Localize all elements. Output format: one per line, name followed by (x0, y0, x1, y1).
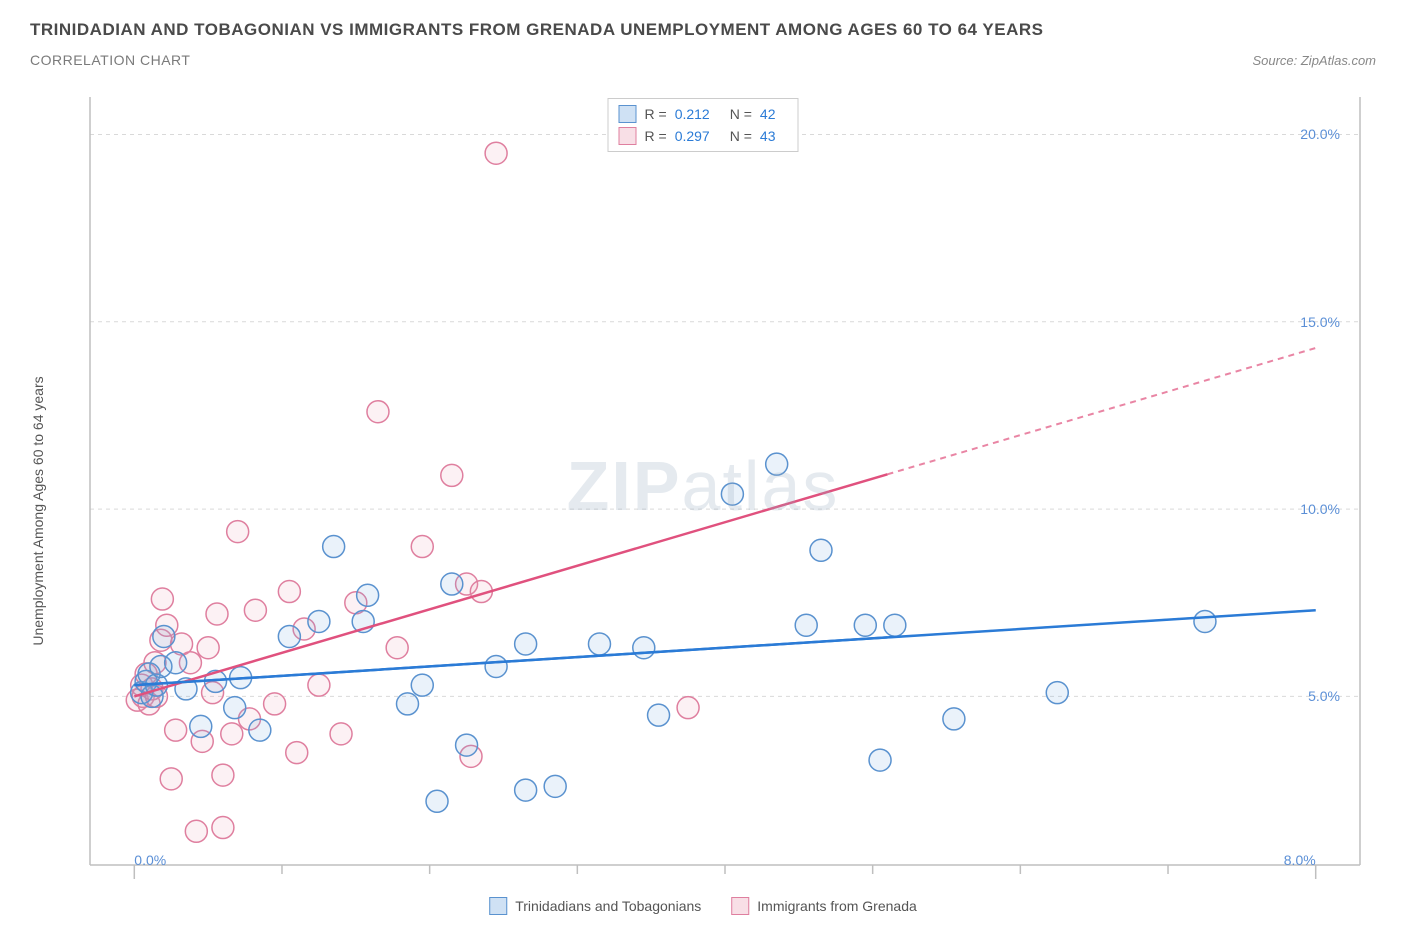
legend-item-series-0: Trinidadians and Tobagonians (489, 897, 701, 915)
y-tick-label: 5.0% (1308, 688, 1340, 704)
n-value-0: 42 (760, 106, 776, 122)
chart-subtitle: CORRELATION CHART (30, 52, 190, 68)
series-1-name: Immigrants from Grenada (757, 898, 917, 914)
swatch-series-1 (619, 127, 637, 145)
swatch-series-0 (619, 105, 637, 123)
legend-row-series-0: R = 0.212 N = 42 (619, 103, 788, 125)
x-tick-label: 0.0% (134, 852, 166, 868)
y-tick-label: 15.0% (1300, 314, 1340, 330)
y-tick-label: 10.0% (1300, 501, 1340, 517)
correlation-legend: R = 0.212 N = 42 R = 0.297 N = 43 (608, 98, 799, 152)
legend-row-series-1: R = 0.297 N = 43 (619, 125, 788, 147)
x-tick-label: 8.0% (1284, 852, 1316, 868)
title-block: TRINIDADIAN AND TOBAGONIAN VS IMMIGRANTS… (0, 0, 1406, 78)
n-label: N = (730, 128, 752, 144)
swatch-series-1 (731, 897, 749, 915)
swatch-series-0 (489, 897, 507, 915)
source-attribution: Source: ZipAtlas.com (1252, 53, 1376, 68)
n-label: N = (730, 106, 752, 122)
series-0-name: Trinidadians and Tobagonians (515, 898, 701, 914)
scatter-chart (30, 95, 1376, 910)
legend-item-series-1: Immigrants from Grenada (731, 897, 917, 915)
r-label: R = (645, 106, 667, 122)
subtitle-row: CORRELATION CHART Source: ZipAtlas.com (30, 52, 1376, 68)
y-tick-label: 20.0% (1300, 126, 1340, 142)
chart-title: TRINIDADIAN AND TOBAGONIAN VS IMMIGRANTS… (30, 20, 1376, 40)
r-value-0: 0.212 (675, 106, 710, 122)
y-axis-label: Unemployment Among Ages 60 to 64 years (30, 376, 46, 645)
series-legend: Trinidadians and Tobagonians Immigrants … (489, 897, 917, 915)
r-label: R = (645, 128, 667, 144)
n-value-1: 43 (760, 128, 776, 144)
r-value-1: 0.297 (675, 128, 710, 144)
chart-container: Unemployment Among Ages 60 to 64 years Z… (30, 95, 1376, 910)
